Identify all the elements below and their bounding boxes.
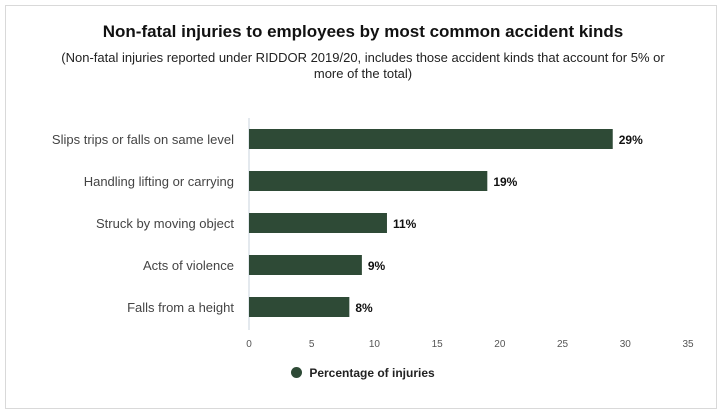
bar	[249, 213, 387, 233]
x-tick-label: 35	[682, 339, 694, 350]
category-label: Acts of violence	[143, 258, 234, 273]
bar	[249, 129, 613, 149]
x-tick-label: 30	[620, 339, 632, 350]
chart-frame	[5, 5, 717, 409]
legend[interactable]: Percentage of injuries	[0, 366, 726, 380]
chart-subtitle: (Non-fatal injuries reported under RIDDO…	[61, 50, 665, 81]
data-label: 19%	[493, 175, 517, 189]
bar	[249, 297, 350, 317]
x-tick-label: 5	[309, 339, 315, 350]
data-label: 9%	[368, 259, 386, 273]
data-label: 11%	[393, 217, 417, 231]
chart-title: Non-fatal injuries to employees by most …	[102, 22, 624, 41]
legend-swatch	[291, 367, 303, 378]
data-label: 8%	[355, 301, 373, 315]
data-label: 29%	[619, 133, 643, 147]
category-label: Falls from a height	[127, 300, 234, 315]
category-label: Struck by moving object	[96, 216, 234, 231]
category-label: Slips trips or falls on same level	[52, 132, 234, 147]
x-tick-label: 10	[369, 339, 381, 350]
legend-label: Percentage of injuries	[309, 366, 435, 380]
x-tick-label: 15	[432, 339, 444, 350]
x-tick-label: 25	[557, 339, 569, 350]
x-tick-label: 20	[494, 339, 506, 350]
bar	[249, 171, 488, 191]
x-tick-label: 0	[246, 339, 252, 350]
bar	[249, 255, 362, 275]
category-label: Handling lifting or carrying	[84, 174, 234, 189]
